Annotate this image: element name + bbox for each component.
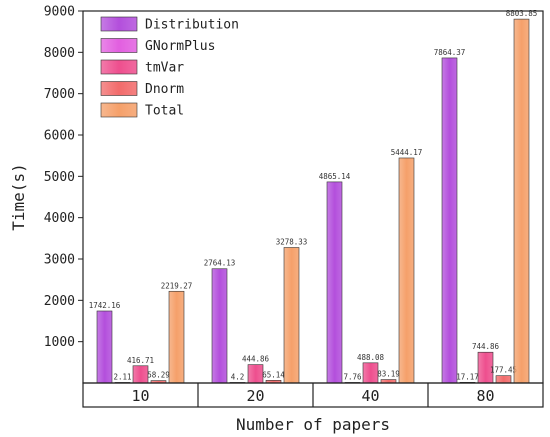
bar-total-40	[398, 157, 415, 384]
x-tick-label: 80	[476, 387, 494, 405]
bar-dnorm-80	[495, 375, 512, 384]
data-label: 7864.37	[434, 48, 466, 57]
plot-area: 1742.16 2.11 416.71 58.29 2219.27 2764.13 4.2 4…	[89, 9, 538, 384]
x-tick-label: 20	[246, 387, 264, 405]
data-label: 58.29	[147, 371, 170, 380]
y-tick-label: 8000	[44, 46, 75, 61]
x-axis: 10 20 40 80	[82, 382, 544, 408]
bar-total-10	[168, 290, 185, 384]
legend-label-tmvar: tmVar	[145, 61, 184, 76]
bar-tmvar-10	[132, 365, 149, 384]
data-label: 4865.14	[319, 172, 351, 181]
legend-swatch-distribution	[100, 16, 138, 32]
legend-label-gnormplus: GNormPlus	[145, 39, 215, 54]
legend-swatch-total	[100, 102, 138, 118]
data-label: 4.2	[231, 372, 245, 381]
bar-tmvar-40	[362, 362, 379, 384]
legend-swatch-tmvar	[100, 59, 138, 75]
legend-swatch-gnormplus	[100, 38, 138, 53]
data-label: 5444.17	[391, 148, 423, 157]
y-axis: 1000 2000 3000 4000 5000 6000 7000 8000 9000	[44, 5, 83, 350]
bar-distribution-80	[441, 57, 458, 384]
bar-tmvar-20	[247, 364, 264, 384]
y-tick-label: 7000	[44, 87, 75, 102]
x-tick-label: 40	[361, 387, 379, 405]
data-label: 2219.27	[161, 281, 193, 290]
data-label: 83.19	[377, 370, 400, 379]
bar-distribution-20	[211, 268, 228, 384]
legend-label-dnorm: Dnorm	[145, 82, 184, 97]
data-label: 444.86	[242, 355, 270, 364]
bar-total-20	[283, 247, 300, 384]
data-label: 8803.85	[506, 9, 538, 18]
legend: Distribution GNormPlus tmVar Dnorm Total	[100, 16, 239, 119]
data-label: 7.76	[343, 372, 362, 381]
bar-distribution-40	[326, 181, 343, 384]
bar-distribution-10	[96, 310, 113, 384]
legend-label-total: Total	[145, 104, 184, 119]
y-tick-label: 2000	[44, 294, 75, 309]
data-label: 17.17	[456, 372, 479, 381]
data-label: 2764.13	[204, 259, 236, 268]
data-label: 177.45	[490, 366, 517, 375]
legend-label-distribution: Distribution	[145, 18, 239, 33]
data-label: 488.08	[357, 353, 385, 362]
data-label: 1742.16	[89, 301, 121, 310]
y-tick-label: 1000	[44, 335, 75, 350]
y-axis-title: Time(s)	[9, 163, 28, 230]
x-axis-title: Number of papers	[236, 415, 390, 434]
bar-total-80	[513, 18, 530, 384]
y-tick-label: 9000	[44, 5, 75, 20]
y-tick-label: 6000	[44, 129, 75, 144]
data-label: 65.14	[262, 370, 285, 379]
data-label: 416.71	[127, 356, 154, 365]
data-label: 744.86	[472, 342, 500, 351]
y-tick-label: 5000	[44, 170, 75, 185]
data-label: 2.11	[113, 372, 131, 381]
y-tick-label: 3000	[44, 253, 75, 268]
x-tick-label: 10	[131, 387, 149, 405]
legend-swatch-dnorm	[100, 81, 138, 96]
data-label: 3278.33	[276, 237, 308, 246]
y-tick-label: 4000	[44, 211, 75, 226]
